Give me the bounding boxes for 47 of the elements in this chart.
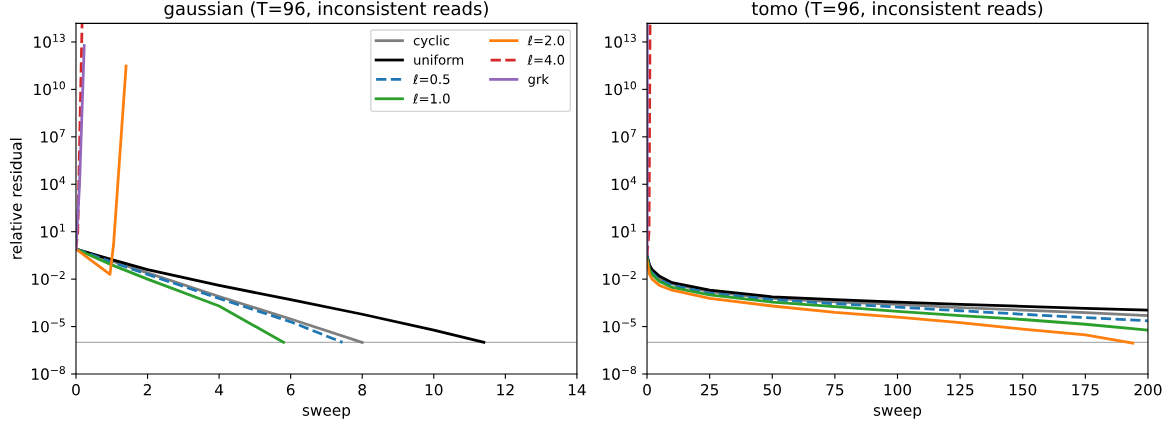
x-tick-label: 12 (497, 383, 514, 396)
y-axis-title: relative residual (10, 138, 22, 259)
x-tick-label: 150 (1009, 383, 1037, 396)
x-tick-label: 200 (1134, 383, 1162, 396)
line-series (647, 259, 1135, 345)
y-tick-label: 10$^{1}$ (41, 223, 65, 238)
y-tick-label: 10$^{−5}$ (32, 318, 65, 333)
x-tick-label: 25 (701, 383, 719, 396)
legend-label: ℓ=0.5 (412, 74, 450, 85)
y-tick-label: 10$^{4}$ (41, 176, 66, 191)
x-tick-label: 2 (143, 383, 151, 396)
x-tick-label: 75 (826, 384, 844, 396)
y-tick-label: 10$^{7}$ (41, 128, 65, 143)
legend-label: ℓ=1.0 (412, 93, 450, 104)
x-tick-label: 4 (214, 384, 224, 396)
y-tick-label: 10$^{13}$ (605, 33, 636, 48)
y-tick-label: 10$^{4}$ (612, 176, 637, 191)
x-tick-label: 100 (884, 383, 912, 396)
y-tick-label: 10$^{−8}$ (603, 365, 637, 380)
y-tick-label: 10$^{10}$ (34, 81, 65, 96)
legend-label: ℓ=2.0 (527, 35, 565, 46)
x-axis-title: sweep (873, 407, 922, 419)
y-tick-label: 10$^{−2}$ (603, 271, 636, 286)
legend-label: ℓ=4.0 (527, 54, 565, 65)
legend-label: cyclic (413, 35, 450, 49)
y-tick-label: 10$^{10}$ (605, 81, 637, 96)
x-tick-label: 10 (425, 383, 443, 396)
x-tick-label: 8 (358, 383, 367, 396)
y-tick-label: 10$^{7}$ (612, 128, 636, 143)
legend-label: grk (528, 73, 549, 87)
legend-label: uniform (414, 54, 464, 65)
x-axis-title: sweep (302, 407, 351, 419)
x-tick-label: 0 (72, 383, 80, 396)
y-tick-label: 10$^{1}$ (612, 223, 636, 238)
y-tick-label: 10$^{13}$ (34, 33, 65, 48)
y-tick-label: 10$^{−8}$ (32, 365, 65, 380)
chart-title: tomo (T=96, inconsistent reads) (751, 1, 1043, 18)
x-tick-label: 0 (643, 383, 651, 396)
chart-title: gaussian (T=96, inconsistent reads) (164, 1, 488, 19)
y-tick-label: 10$^{−2}$ (32, 271, 65, 286)
x-tick-label: 6 (286, 383, 295, 396)
x-tick-label: 14 (568, 384, 586, 396)
y-tick-label: 10$^{−5}$ (603, 318, 636, 333)
x-tick-label: 50 (763, 383, 781, 396)
line-series (75, 64, 128, 276)
x-tick-label: 175 (1072, 384, 1099, 396)
x-tick-label: 125 (947, 383, 974, 396)
